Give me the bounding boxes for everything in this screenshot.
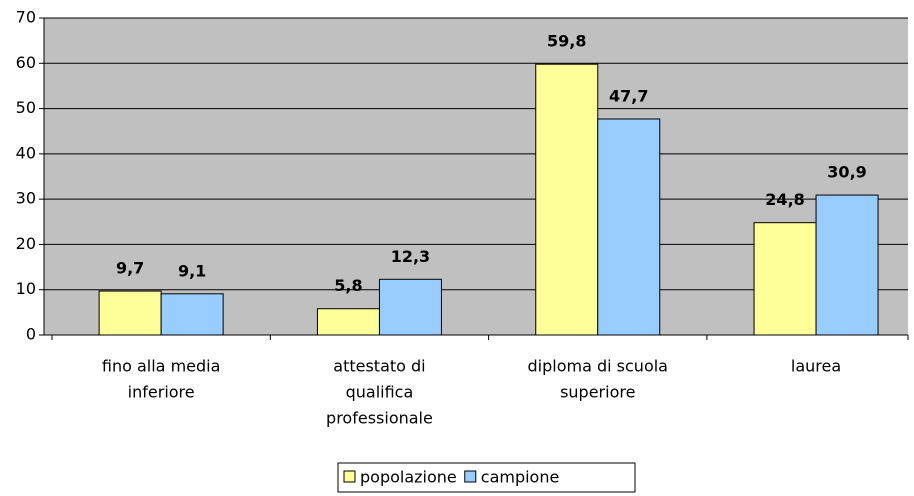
x-tick-label: superiore [560, 383, 635, 402]
x-tick-label: professionale [326, 409, 433, 428]
y-tick-label: 0 [26, 325, 36, 344]
legend-label: popolazione [360, 468, 457, 487]
y-tick-label: 50 [16, 98, 36, 117]
bar [597, 118, 661, 336]
legend-box [337, 462, 636, 493]
value-label: 30,9 [827, 163, 866, 182]
value-label: 9,1 [178, 261, 206, 280]
legend-swatch [464, 470, 477, 483]
y-tick-label: 20 [16, 234, 36, 253]
value-label: 5,8 [334, 276, 362, 295]
x-tick-label: laurea [791, 357, 841, 376]
x-tick-label: diploma di scuola [528, 357, 668, 376]
x-tick-label: fino alla media [102, 357, 221, 376]
bar [753, 222, 817, 336]
bar [160, 293, 224, 336]
value-label: 9,7 [116, 259, 144, 278]
bar [535, 63, 599, 336]
y-tick-label: 60 [16, 53, 36, 72]
x-tick-label: inferiore [128, 383, 195, 402]
y-tick-label: 10 [16, 279, 36, 298]
x-tick-label: qualifica [346, 383, 414, 402]
value-label: 24,8 [765, 190, 804, 209]
y-tick-label: 30 [16, 189, 36, 208]
bar [98, 290, 162, 336]
bar [815, 194, 879, 336]
value-label: 12,3 [391, 247, 430, 266]
y-tick-label: 40 [16, 143, 36, 162]
bar [316, 308, 380, 336]
legend-swatch [343, 470, 356, 483]
value-label: 59,8 [547, 32, 586, 51]
value-label: 47,7 [609, 86, 648, 105]
legend-label: campione [481, 468, 560, 487]
y-tick-label: 70 [16, 8, 36, 27]
x-tick-label: attestato di [333, 357, 425, 376]
bar [378, 278, 442, 336]
